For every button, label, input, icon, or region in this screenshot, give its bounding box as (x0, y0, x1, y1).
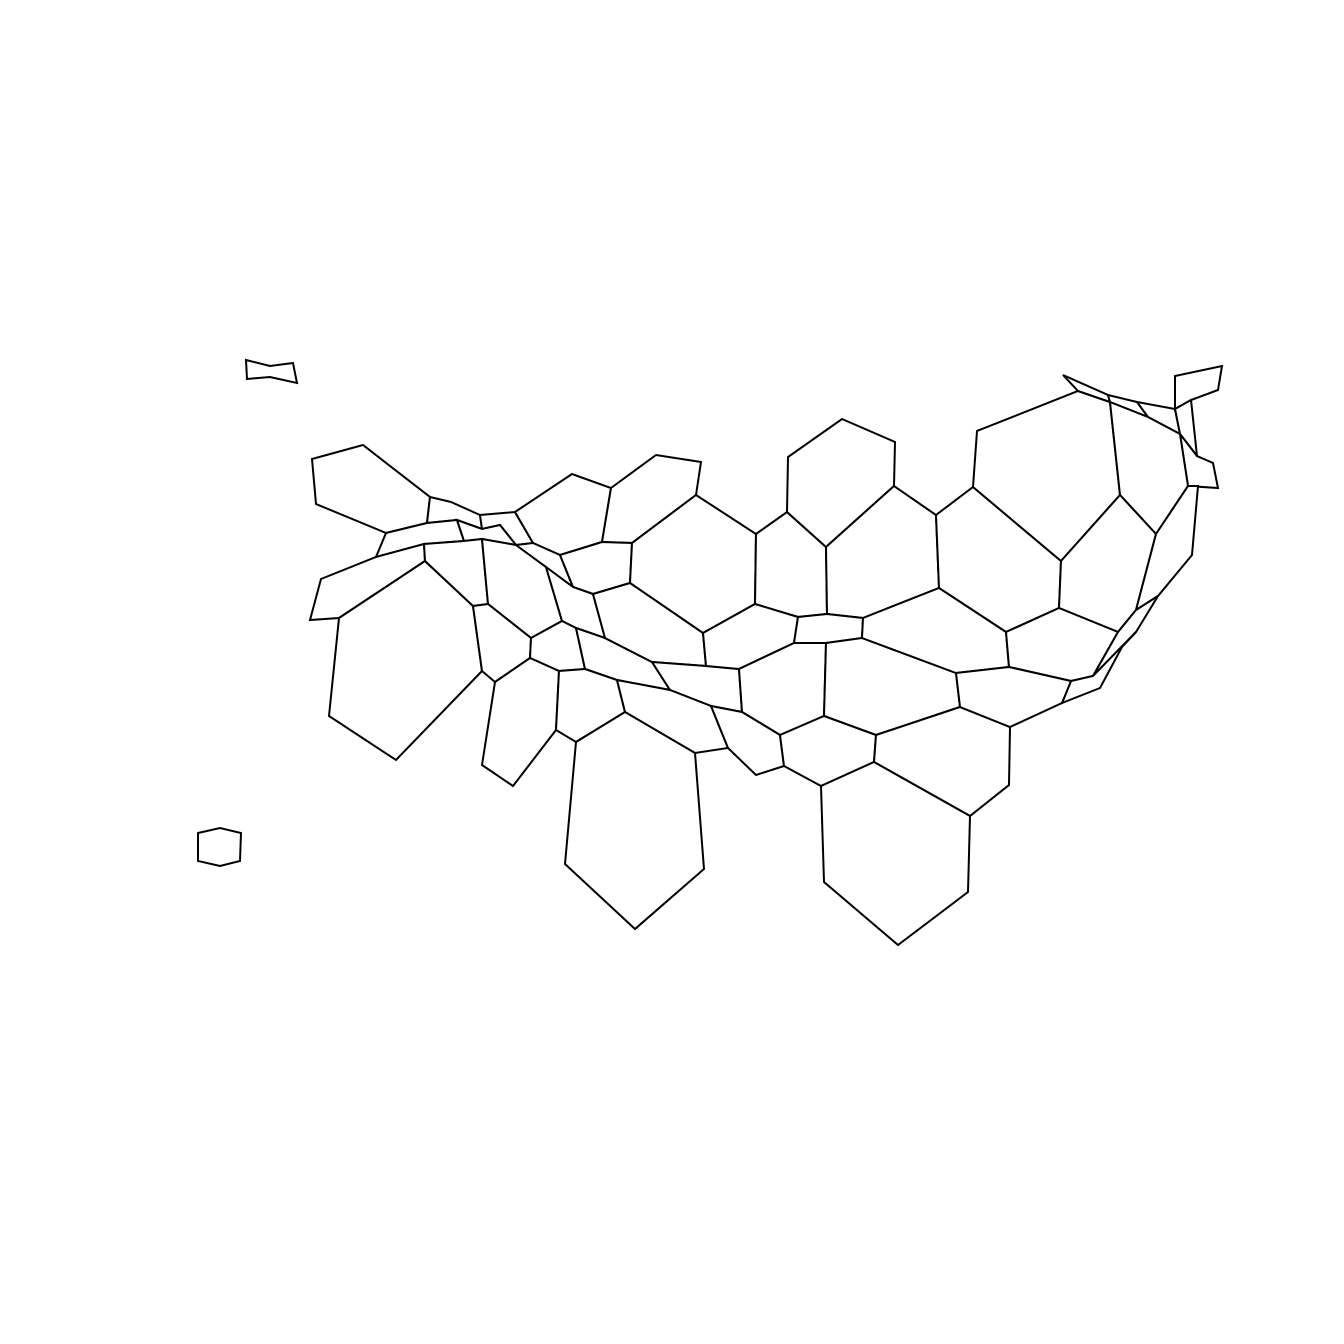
map-region-3 (310, 443, 432, 535)
map-region-1 (244, 358, 299, 385)
map-region-53 (819, 760, 972, 947)
map-region-26 (1174, 364, 1224, 411)
map-region-52 (563, 710, 706, 931)
map-region-43 (1092, 595, 1159, 677)
map-region-51 (954, 665, 1073, 729)
map-regions (197, 358, 1224, 947)
map-region-2 (197, 826, 243, 868)
